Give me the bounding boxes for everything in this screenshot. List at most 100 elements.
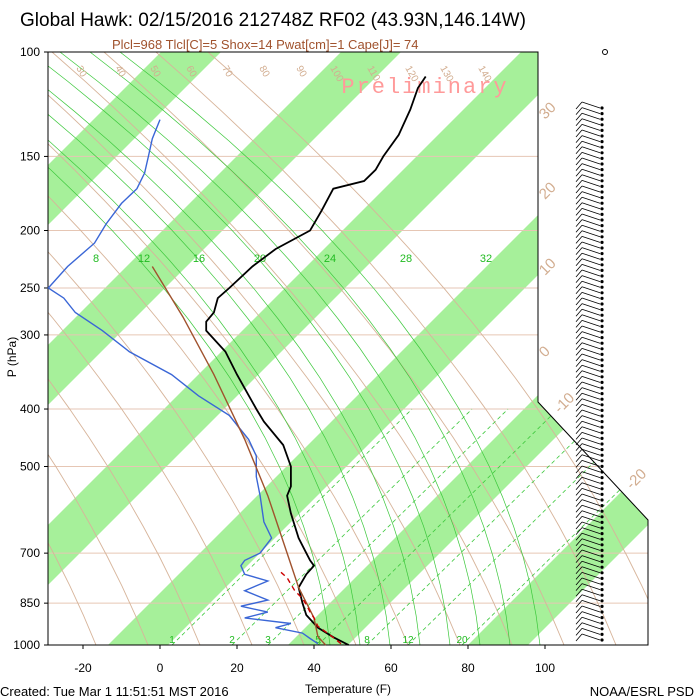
wind-barb-shaft [581,269,601,277]
wind-barb-dot [600,420,604,424]
wind-barb-flag [575,448,583,457]
wind-barb-dot [600,604,604,609]
wind-barb-shaft [581,185,601,193]
wind-barb-dot [600,526,604,530]
wind-barb-dot [600,554,604,558]
wind-barb-dot [600,515,604,519]
wind-barb-dot [600,532,604,536]
dry-adiabat [51,52,513,645]
wind-barb-dot [600,565,604,569]
mixing-ratio-line [231,408,473,645]
wind-barb [575,157,604,166]
wind-barb-dot [600,162,604,166]
wind-barb-shaft [581,555,601,562]
wind-barb-shaft [581,152,601,159]
wind-barb-flag [575,342,583,351]
moist-adiabat [48,52,331,645]
moist-adiabat [119,52,541,645]
wind-barb-dot [600,168,604,172]
wind-barb-dot [600,336,604,340]
wind-barb [575,622,604,631]
wind-barb-shaft [581,353,601,361]
wind-barb-dot [600,229,604,233]
wind-barb-dot [600,543,604,547]
isotherm-band [288,52,648,645]
wind-barb-flag [575,404,583,412]
wind-barb [575,264,604,272]
wind-barb-flag [575,471,583,479]
y-tick-label: 850 [20,596,40,610]
wind-barb-flag [575,292,583,300]
wind-barb-dot [600,476,604,480]
wind-barb-dot [600,571,604,575]
wind-barb-dot [600,246,604,250]
wind-barb-shaft [581,180,601,187]
wind-barb-flag [575,555,583,563]
isotherm-band [48,52,401,645]
x-tick-label: 100 [535,661,555,675]
wind-barb-flag [575,415,583,423]
moist-adiabat [48,52,391,645]
wind-barb-flag [575,348,583,356]
wind-barb-dot [600,268,604,272]
wind-barb-shaft [581,493,601,501]
wind-barb-flag [575,538,583,547]
wind-barb-dot [600,224,604,228]
wind-barb-shaft [581,482,601,490]
wind-barb-flag [575,258,583,267]
wind-barb-shaft [581,135,601,142]
wind-barb-shaft [581,325,601,333]
wind-barb [575,566,604,575]
wind-barb-shaft [581,549,601,557]
wind-barb-dot [600,632,604,637]
y-tick-label: 500 [20,459,40,473]
wind-barb-flag [575,611,583,619]
wind-barb-flag [575,443,583,451]
wind-barb [575,247,604,256]
wind-barb-flag [575,219,583,227]
wind-barb-shaft [581,527,601,534]
wind-barb-shaft [581,448,601,456]
wind-barb [575,476,604,485]
mixing-ratio-label: 12 [402,635,414,646]
wind-barb-flag [575,168,583,177]
wind-barb [575,527,604,536]
wind-barb-shaft [581,376,601,383]
wind-barb-shaft [581,101,601,109]
wind-barb-shaft [581,577,601,585]
wind-barb [575,381,604,390]
wind-barb-dot [600,431,604,435]
dry-adiabat-label: 50 [147,64,162,80]
moist-adiabat [89,52,511,645]
wind-barb-flag [575,616,583,625]
mixing-ratio-line [461,408,648,645]
mixing-ratio-top-label: 16 [193,253,205,265]
y-tick-label: 300 [20,328,40,342]
wind-barb [575,398,604,407]
mixing-ratio-line [317,408,559,645]
wind-barb-dot [600,464,604,468]
y-tick-label: 200 [20,224,40,238]
y-tick-label: 700 [20,546,40,560]
wind-barb-flag [575,236,583,244]
wind-barb-dot [600,588,604,592]
wind-barb [575,174,604,183]
wind-barb-shaft [581,516,601,523]
wind-barb-flag [575,286,583,295]
wind-barb-flag [575,588,583,597]
wind-barb-flag [575,180,583,188]
wind-barb-shaft [581,286,601,294]
wind-barb-dot [600,280,604,284]
dry-adiabat [48,52,253,645]
wind-barb-shaft [581,521,601,529]
wind-barb-dot [600,616,604,620]
wind-barb-dot [600,448,604,452]
wind-barb-shaft [581,292,601,299]
wind-barb-dot [600,380,604,384]
wind-barb-flag [575,549,583,558]
wind-barb-shaft [581,314,601,322]
x-tick-label: 60 [384,661,398,675]
x-tick-label: -20 [74,661,92,675]
wind-barb-shaft [581,252,601,260]
wind-barb [575,560,604,569]
